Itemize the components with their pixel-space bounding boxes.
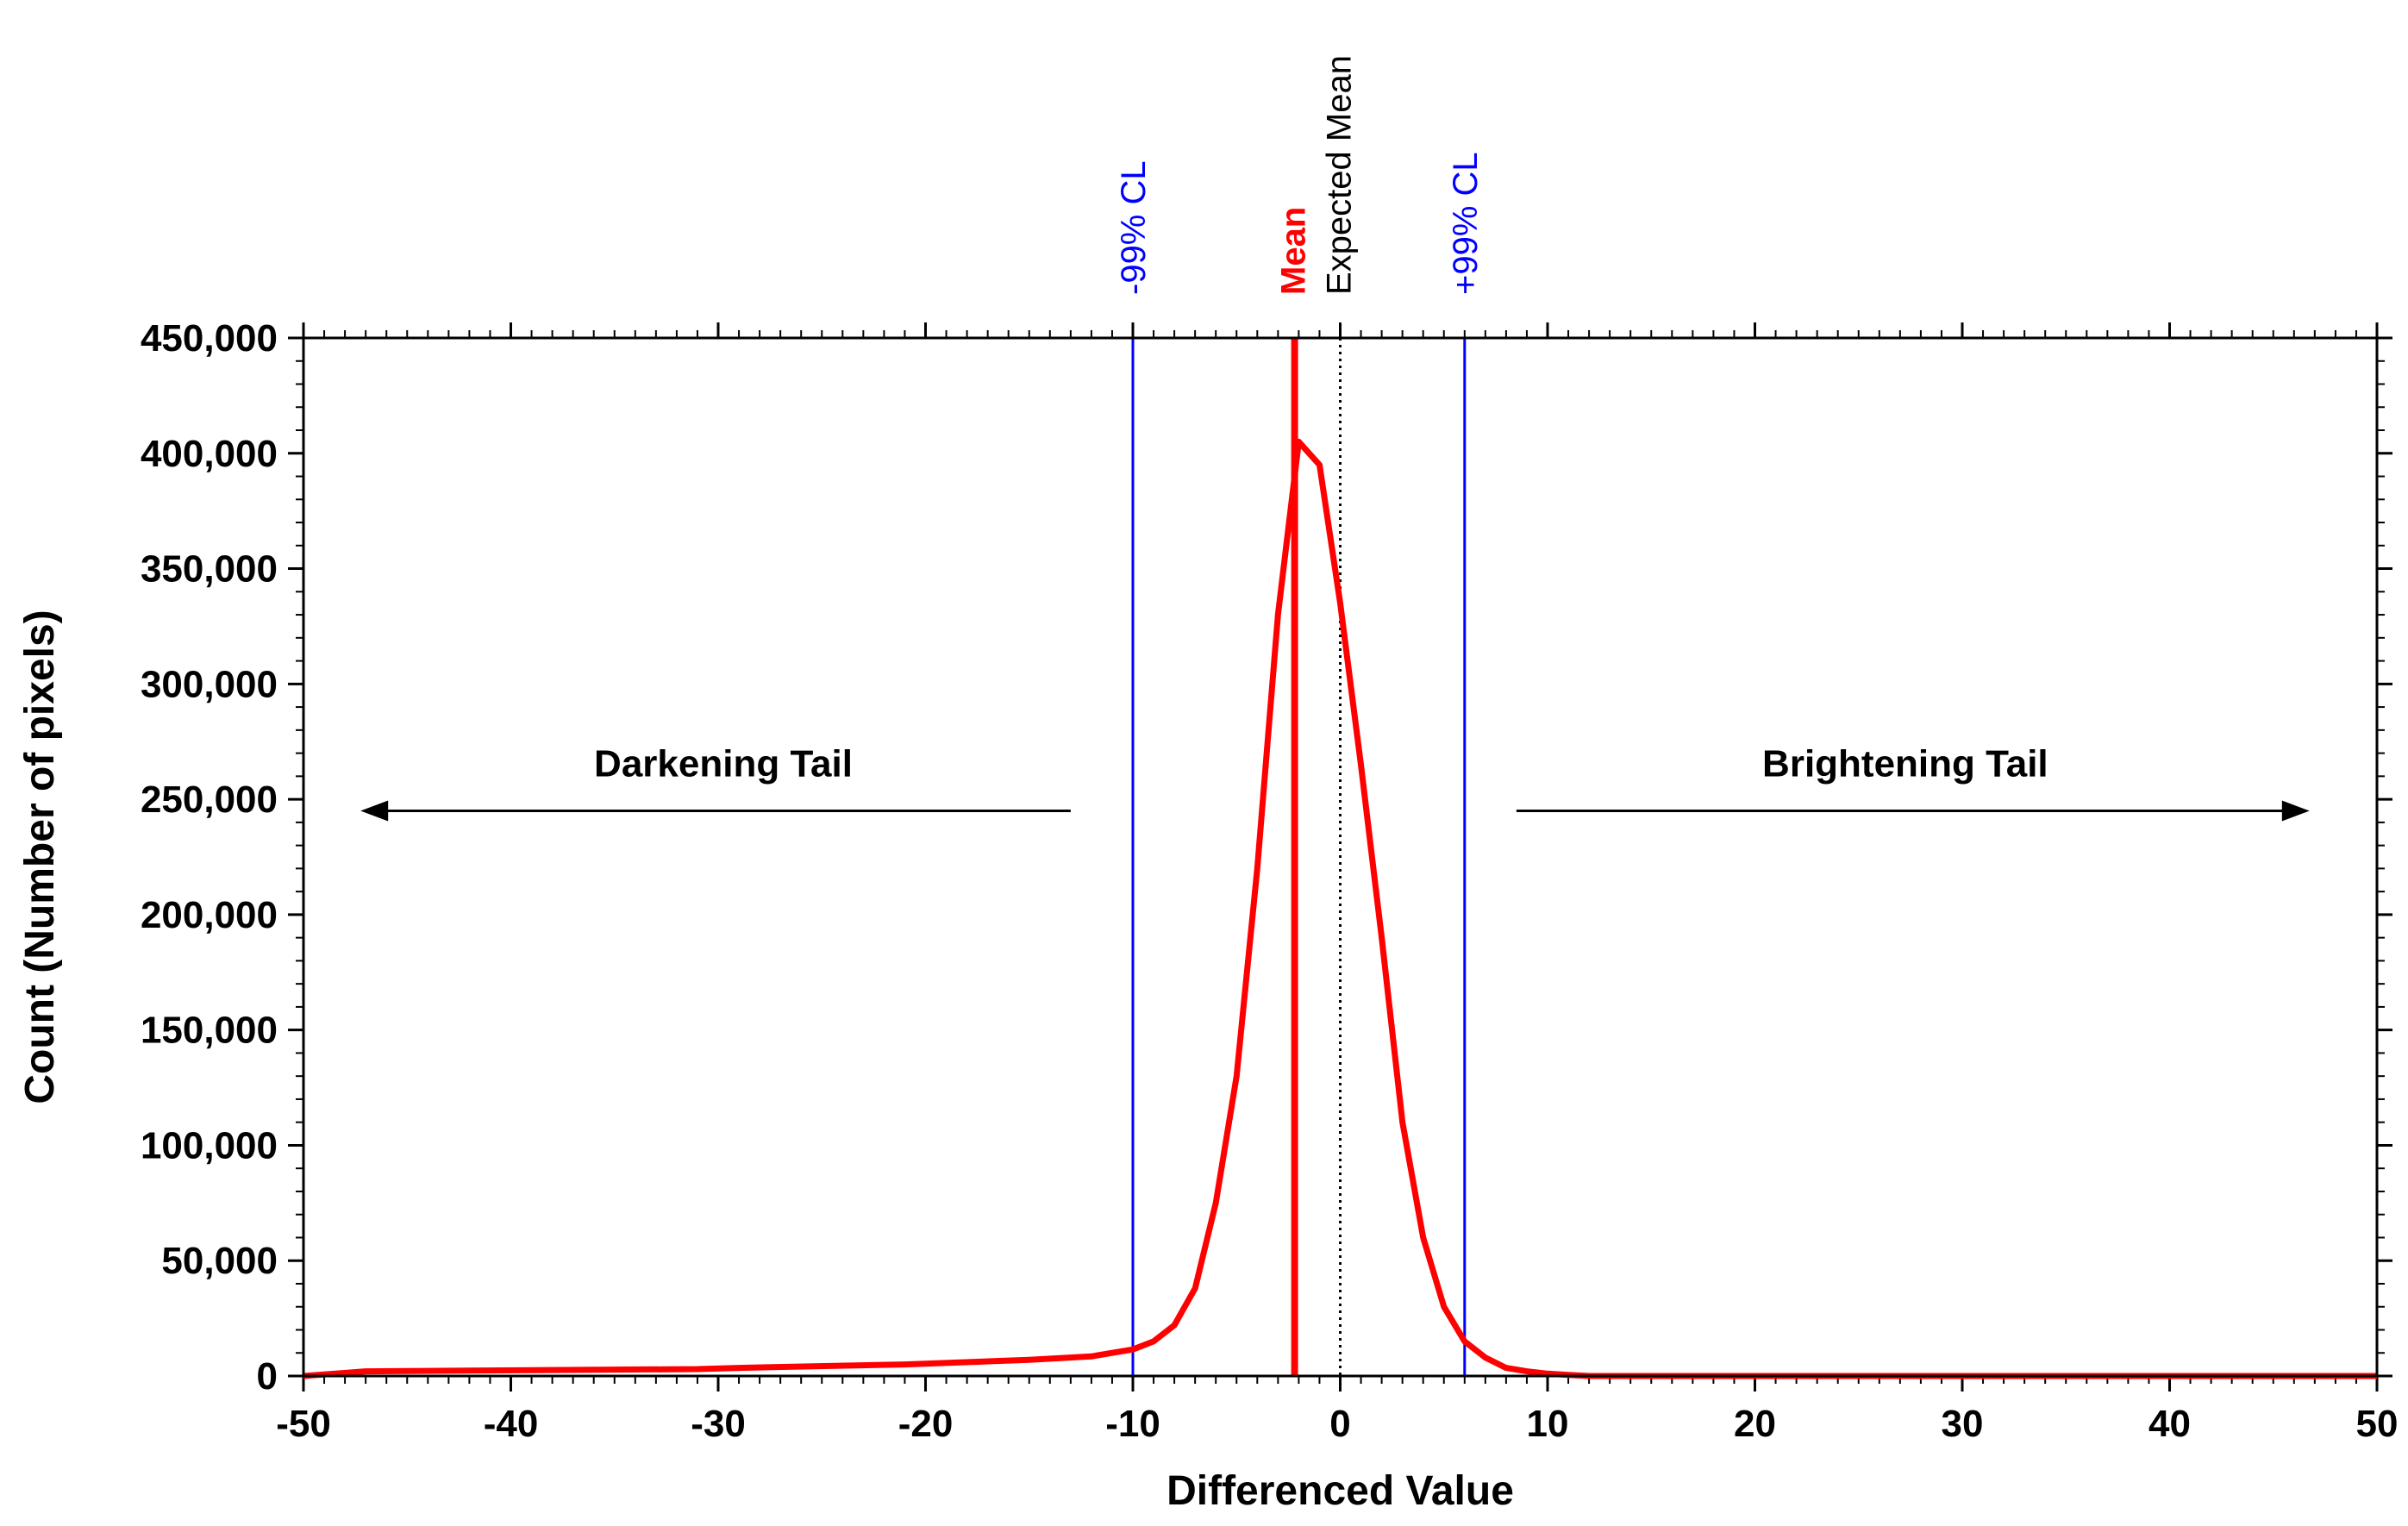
series-line-histogram bbox=[303, 438, 2377, 1379]
ref-label--99-cl: +99% CL bbox=[1447, 152, 1485, 295]
x-tick-label: 50 bbox=[2356, 1403, 2399, 1445]
x-tick-label: -10 bbox=[1105, 1403, 1160, 1445]
x-tick-label: -30 bbox=[691, 1403, 746, 1445]
ref-label-mean: Mean bbox=[1275, 207, 1313, 295]
y-tick-label: 400,000 bbox=[141, 433, 278, 475]
annotation-label: Darkening Tail bbox=[594, 742, 853, 785]
annotation-label: Brightening Tail bbox=[1762, 742, 2048, 785]
y-tick-label: 300,000 bbox=[141, 663, 278, 705]
x-tick-label: -20 bbox=[898, 1403, 954, 1445]
y-tick-label: 200,000 bbox=[141, 894, 278, 936]
y-axis-title: Count (Number of pixels) bbox=[17, 610, 63, 1104]
x-tick-label: -40 bbox=[484, 1403, 539, 1445]
plot-frame bbox=[302, 336, 2379, 1378]
x-tick-label: 20 bbox=[1734, 1403, 1776, 1445]
y-axis-ticks: 0 50,000 100,000 150,000 200,000 250,000 300,0… bbox=[141, 317, 2392, 1398]
annotation-arrowhead bbox=[360, 800, 389, 822]
y-tick-label: 100,000 bbox=[141, 1124, 278, 1166]
x-tick-label: 10 bbox=[1527, 1403, 1569, 1445]
annotation-arrowhead bbox=[2281, 800, 2310, 822]
y-tick-label: 250,000 bbox=[141, 779, 278, 821]
annotations-layer: Darkening Tail Brightening Tail bbox=[360, 742, 2310, 822]
ref-label-expected-mean: Expected Mean bbox=[1321, 55, 1359, 295]
ref-label--99-cl: -99% CL bbox=[1115, 160, 1153, 295]
x-axis-title: Differenced Value bbox=[1166, 1468, 1514, 1514]
x-tick-label: 40 bbox=[2148, 1403, 2191, 1445]
y-tick-label: 350,000 bbox=[141, 548, 278, 591]
y-tick-label: 50,000 bbox=[161, 1240, 278, 1282]
y-tick-label: 0 bbox=[257, 1355, 278, 1398]
x-tick-label: -50 bbox=[276, 1403, 331, 1445]
x-axis-ticks: -50 -40 -30 -20 -10 0 10 20 30 40 50 bbox=[276, 322, 2398, 1445]
y-tick-label: 450,000 bbox=[141, 317, 278, 360]
x-tick-label: 0 bbox=[1329, 1403, 1350, 1445]
x-tick-label: 30 bbox=[1942, 1403, 1984, 1445]
y-tick-label: 150,000 bbox=[141, 1010, 278, 1052]
reference-lines: -99% CL Mean Expected Mean +99% CL bbox=[1115, 55, 1485, 1376]
